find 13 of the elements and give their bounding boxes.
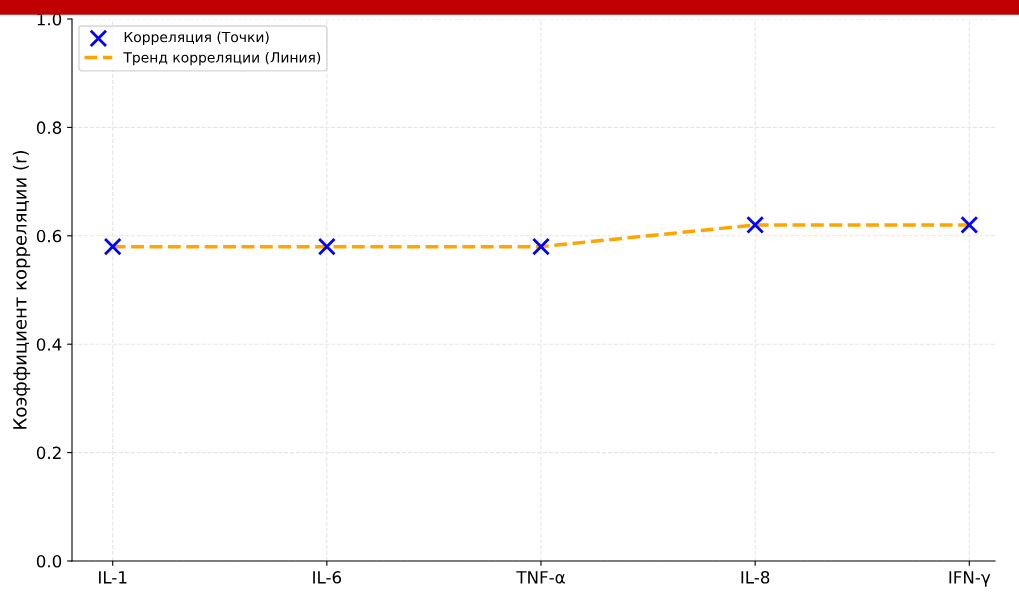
x-tick-label: TNF-α [516, 571, 565, 584]
y-tick-label: 0.4 [36, 338, 62, 351]
x-tick-label: IL-1 [99, 571, 127, 584]
y-tick-label: 0.2 [36, 446, 61, 460]
y-tick-label: 0.6 [36, 229, 62, 243]
y-axis-title: Коэффициент корреляции (r) [12, 151, 31, 429]
y-tick-label: 0.0 [36, 554, 62, 568]
legend-label: Тренд корреляции (Линия) [123, 51, 321, 66]
x-tick-label: IFN-γ [949, 571, 991, 587]
y-tick-label: 0.8 [36, 121, 62, 134]
x-tick-label: IL-6 [313, 571, 342, 584]
legend-label: Корреляция (Точки) [124, 31, 269, 45]
x-tick-label: IL-8 [741, 571, 770, 584]
